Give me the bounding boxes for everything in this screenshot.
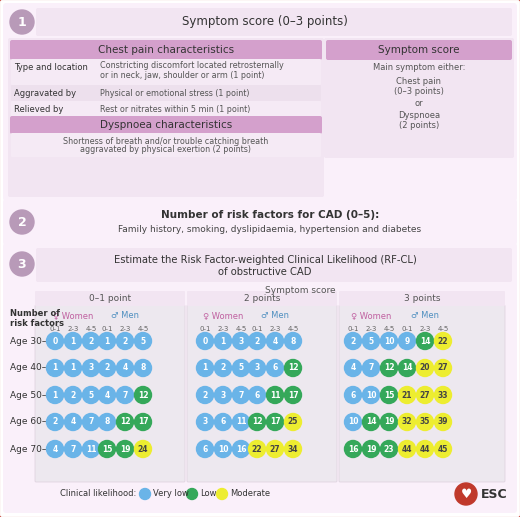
Text: 0-1: 0-1 bbox=[347, 326, 359, 332]
Text: 12: 12 bbox=[384, 363, 394, 373]
Circle shape bbox=[83, 414, 99, 431]
Text: 20: 20 bbox=[420, 363, 430, 373]
Text: 15: 15 bbox=[384, 390, 394, 400]
Text: ♀ Women: ♀ Women bbox=[203, 312, 243, 321]
Text: Type and location: Type and location bbox=[14, 64, 88, 72]
Text: Number of risk factors for CAD (0–5):: Number of risk factors for CAD (0–5): bbox=[161, 210, 379, 220]
Text: 1: 1 bbox=[220, 337, 226, 345]
Text: 4: 4 bbox=[122, 363, 127, 373]
Circle shape bbox=[46, 332, 63, 349]
Text: Dyspnoea: Dyspnoea bbox=[398, 112, 440, 120]
Text: aggravated by physical exertion (2 points): aggravated by physical exertion (2 point… bbox=[81, 145, 252, 155]
Text: 2: 2 bbox=[70, 390, 75, 400]
Circle shape bbox=[116, 440, 134, 458]
Text: 2: 2 bbox=[53, 418, 58, 427]
Circle shape bbox=[417, 332, 434, 349]
Circle shape bbox=[98, 387, 115, 403]
Text: Relieved by: Relieved by bbox=[14, 104, 63, 114]
Circle shape bbox=[216, 489, 228, 499]
Text: 14: 14 bbox=[420, 337, 430, 345]
Circle shape bbox=[215, 440, 231, 458]
Text: 12: 12 bbox=[288, 363, 298, 373]
Text: 44: 44 bbox=[402, 445, 412, 453]
FancyBboxPatch shape bbox=[339, 291, 505, 306]
Circle shape bbox=[284, 332, 302, 349]
Text: (2 points): (2 points) bbox=[399, 121, 439, 130]
Circle shape bbox=[64, 387, 82, 403]
Text: 17: 17 bbox=[138, 418, 148, 427]
Text: 2: 2 bbox=[122, 337, 127, 345]
Text: Age 70–80: Age 70–80 bbox=[10, 445, 58, 453]
Text: 16: 16 bbox=[348, 445, 358, 453]
FancyBboxPatch shape bbox=[3, 3, 517, 201]
Circle shape bbox=[381, 414, 397, 431]
FancyBboxPatch shape bbox=[35, 291, 185, 306]
Text: Age 40–49: Age 40–49 bbox=[10, 363, 58, 373]
Text: Aggravated by: Aggravated by bbox=[14, 88, 76, 98]
Text: 5: 5 bbox=[88, 390, 94, 400]
Circle shape bbox=[215, 414, 231, 431]
Circle shape bbox=[98, 414, 115, 431]
Text: Shortness of breath and/or trouble catching breath: Shortness of breath and/or trouble catch… bbox=[63, 136, 269, 145]
Text: 16: 16 bbox=[236, 445, 246, 453]
Circle shape bbox=[435, 414, 451, 431]
Text: Symptom score (0–3 points): Symptom score (0–3 points) bbox=[182, 16, 348, 28]
Circle shape bbox=[98, 332, 115, 349]
Text: 0: 0 bbox=[53, 337, 58, 345]
Text: ♀ Women: ♀ Women bbox=[351, 312, 391, 321]
Circle shape bbox=[249, 387, 266, 403]
Text: 10: 10 bbox=[218, 445, 228, 453]
FancyBboxPatch shape bbox=[187, 305, 337, 482]
Circle shape bbox=[249, 332, 266, 349]
FancyBboxPatch shape bbox=[187, 291, 337, 306]
Circle shape bbox=[232, 387, 250, 403]
Text: 27: 27 bbox=[420, 390, 431, 400]
Circle shape bbox=[116, 387, 134, 403]
Text: 4-5: 4-5 bbox=[383, 326, 395, 332]
Text: Family history, smoking, dyslipidaemia, hypertension and diabetes: Family history, smoking, dyslipidaemia, … bbox=[119, 225, 422, 235]
Text: 19: 19 bbox=[366, 445, 376, 453]
Circle shape bbox=[83, 440, 99, 458]
Circle shape bbox=[249, 440, 266, 458]
Circle shape bbox=[10, 10, 34, 34]
Circle shape bbox=[362, 387, 380, 403]
Text: 10: 10 bbox=[384, 337, 394, 345]
Text: 1: 1 bbox=[70, 337, 75, 345]
Circle shape bbox=[64, 359, 82, 376]
Text: 3: 3 bbox=[202, 418, 207, 427]
Text: 2: 2 bbox=[350, 337, 356, 345]
Text: Estimate the Risk Factor-weighted Clinical Likelihood (RF-CL): Estimate the Risk Factor-weighted Clinic… bbox=[114, 255, 417, 265]
Circle shape bbox=[215, 359, 231, 376]
Text: 4-5: 4-5 bbox=[236, 326, 246, 332]
Circle shape bbox=[455, 483, 477, 505]
Text: 8: 8 bbox=[105, 418, 110, 427]
Circle shape bbox=[398, 387, 415, 403]
Text: 23: 23 bbox=[384, 445, 394, 453]
FancyBboxPatch shape bbox=[3, 199, 517, 245]
Text: 2: 2 bbox=[105, 363, 110, 373]
Text: 2 points: 2 points bbox=[244, 294, 280, 303]
Circle shape bbox=[10, 210, 34, 234]
FancyBboxPatch shape bbox=[326, 40, 512, 60]
Text: ♂ Men: ♂ Men bbox=[261, 312, 289, 321]
Text: 7: 7 bbox=[368, 363, 374, 373]
Text: 4: 4 bbox=[53, 445, 58, 453]
Circle shape bbox=[98, 440, 115, 458]
Circle shape bbox=[435, 359, 451, 376]
Text: ♂ Men: ♂ Men bbox=[111, 312, 139, 321]
Text: 6: 6 bbox=[350, 390, 356, 400]
Text: ♀ Women: ♀ Women bbox=[53, 312, 93, 321]
Circle shape bbox=[267, 414, 283, 431]
Text: 2: 2 bbox=[220, 363, 226, 373]
Text: 2-3: 2-3 bbox=[119, 326, 131, 332]
FancyBboxPatch shape bbox=[36, 248, 512, 282]
Circle shape bbox=[46, 440, 63, 458]
FancyBboxPatch shape bbox=[11, 85, 321, 101]
Text: 7: 7 bbox=[238, 390, 244, 400]
Text: ♂ Men: ♂ Men bbox=[411, 312, 439, 321]
Text: 10: 10 bbox=[366, 390, 376, 400]
Circle shape bbox=[345, 359, 361, 376]
Text: 0–1 point: 0–1 point bbox=[89, 294, 131, 303]
Circle shape bbox=[284, 414, 302, 431]
